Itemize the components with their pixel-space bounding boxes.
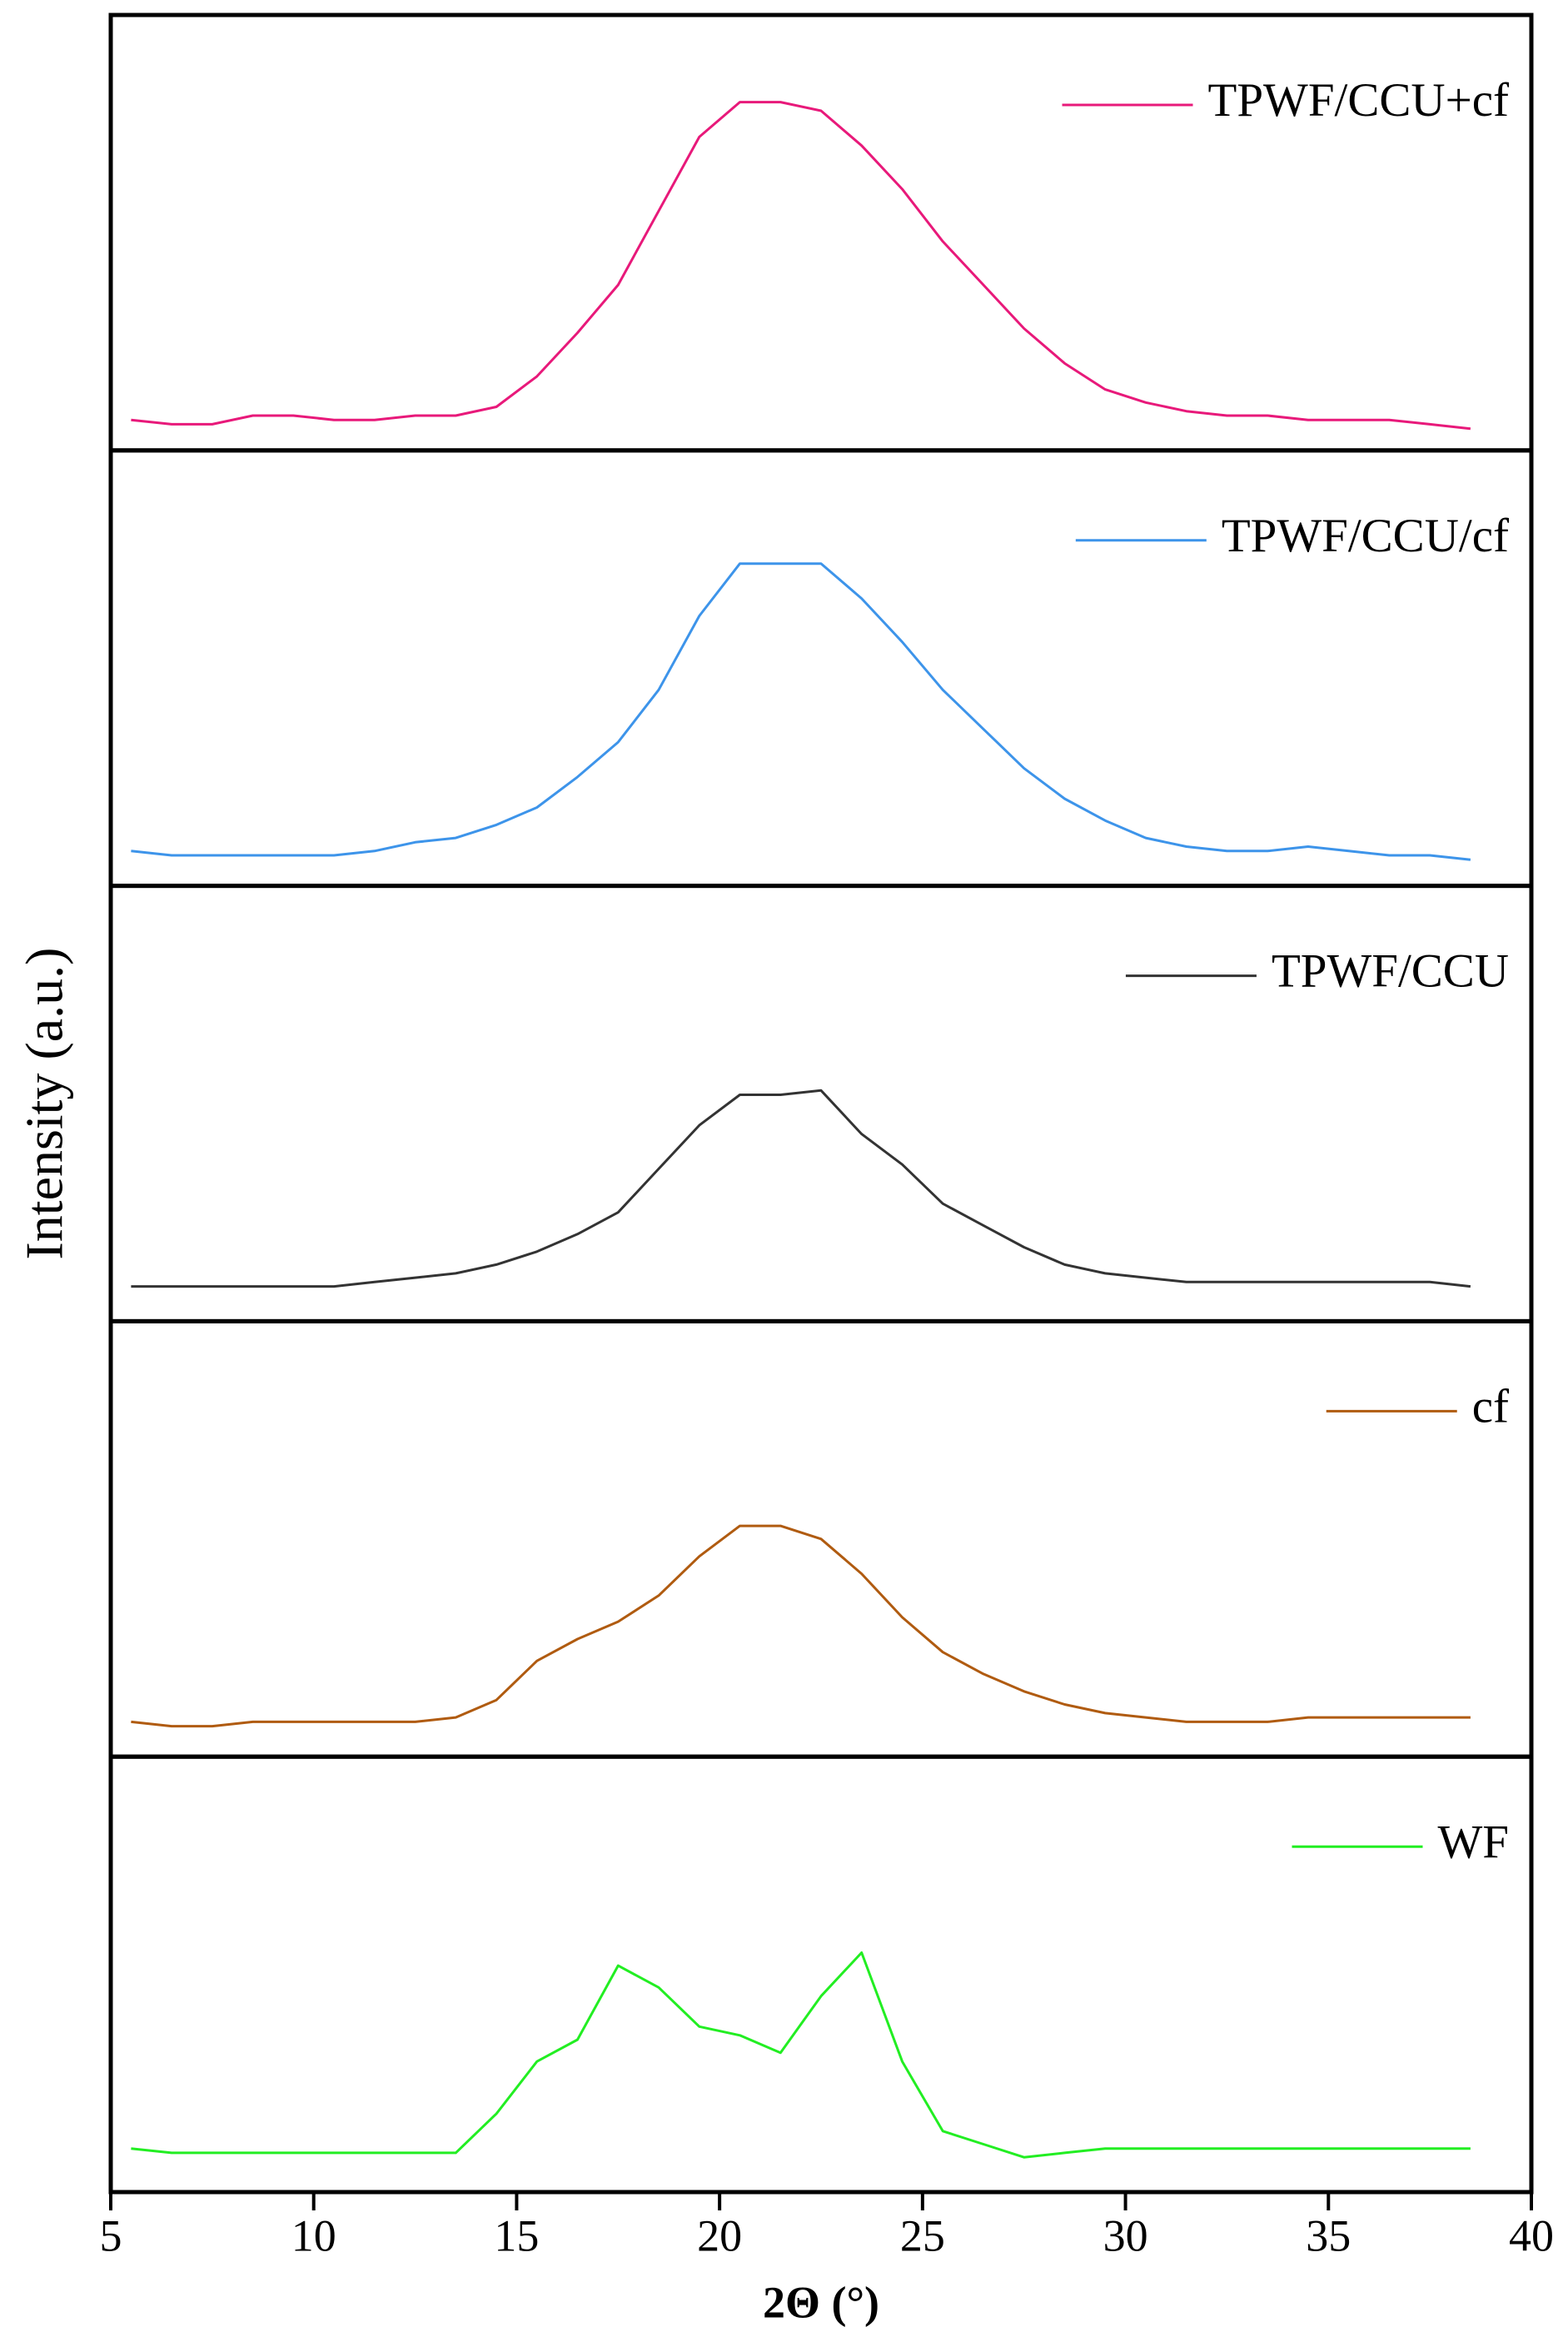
x-tick-label: 40 <box>1509 2210 1554 2260</box>
series-line <box>131 101 1471 431</box>
x-tick-label: 20 <box>697 2210 742 2260</box>
series-line <box>131 1089 1471 1288</box>
legend-label: TPWF/CCU <box>1272 945 1509 998</box>
y-axis-label: Intensity (a.u.) <box>15 948 74 1260</box>
x-tick-label: 5 <box>100 2210 122 2260</box>
panel-frame <box>108 1754 1534 2195</box>
x-tick-label: 35 <box>1306 2210 1351 2260</box>
x-axis-label: 2Θ (°) <box>763 2277 879 2327</box>
x-tick-label: 10 <box>291 2210 336 2260</box>
legend-label: cf <box>1472 1380 1509 1433</box>
legend-label: TPWF/CCU+cf <box>1208 74 1510 127</box>
series-line <box>131 562 1471 861</box>
legend-label: WF <box>1438 1816 1510 1868</box>
x-tick-label: 30 <box>1103 2210 1148 2260</box>
x-tick-label: 15 <box>494 2210 539 2260</box>
series-line <box>131 1524 1471 1728</box>
series-line <box>131 1951 1471 2159</box>
legend-label: TPWF/CCU/cf <box>1222 510 1509 562</box>
x-tick-label: 25 <box>900 2210 945 2260</box>
